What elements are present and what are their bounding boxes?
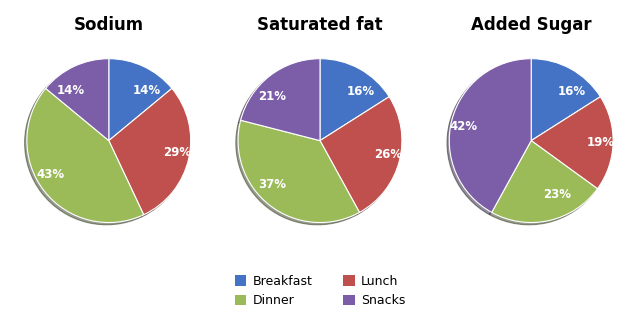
Title: Saturated fat: Saturated fat	[257, 16, 383, 34]
Wedge shape	[238, 120, 360, 223]
Title: Added Sugar: Added Sugar	[471, 16, 591, 34]
Text: 16%: 16%	[347, 85, 375, 98]
Text: 26%: 26%	[374, 148, 402, 161]
Wedge shape	[492, 141, 598, 223]
Wedge shape	[109, 88, 191, 215]
Wedge shape	[531, 59, 600, 141]
Wedge shape	[320, 97, 402, 213]
Wedge shape	[45, 59, 109, 141]
Text: 14%: 14%	[57, 84, 85, 97]
Text: 42%: 42%	[449, 120, 477, 133]
Wedge shape	[109, 59, 172, 141]
Text: 19%: 19%	[587, 136, 615, 149]
Text: 14%: 14%	[132, 84, 161, 97]
Text: 29%: 29%	[163, 146, 191, 159]
Wedge shape	[531, 97, 613, 189]
Legend: Breakfast, Dinner, Lunch, Snacks: Breakfast, Dinner, Lunch, Snacks	[228, 269, 412, 313]
Title: Sodium: Sodium	[74, 16, 144, 34]
Wedge shape	[27, 88, 143, 223]
Wedge shape	[241, 59, 320, 141]
Text: 16%: 16%	[558, 85, 586, 98]
Wedge shape	[320, 59, 389, 141]
Text: 37%: 37%	[258, 178, 286, 191]
Text: 23%: 23%	[543, 188, 572, 201]
Wedge shape	[449, 59, 531, 213]
Text: 21%: 21%	[258, 90, 286, 103]
Text: 43%: 43%	[36, 168, 65, 181]
